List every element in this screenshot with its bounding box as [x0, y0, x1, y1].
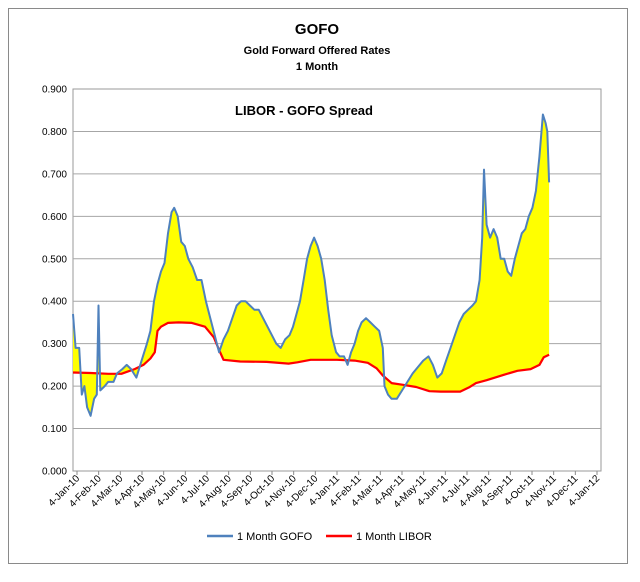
y-tick-label: 0.000 [42, 467, 67, 478]
series-line-libor [72, 321, 550, 393]
legend: 1 Month GOFO 1 Month LIBOR [207, 531, 432, 543]
spread-annotation: LIBOR - GOFO Spread [235, 103, 373, 118]
y-tick-label: 0.800 [42, 127, 67, 138]
legend-label-gofo: 1 Month GOFO [237, 531, 313, 543]
y-tick-label: 0.400 [42, 297, 67, 308]
chart-svg: GOFO Gold Forward Offered Rates 1 Month … [42, 21, 602, 543]
y-tick-label: 0.300 [42, 339, 67, 350]
y-tick-label: 0.900 [42, 85, 67, 96]
series-line-gofo [72, 113, 551, 417]
y-tick-label: 0.100 [42, 424, 67, 435]
x-axis-ticks: 4-Jan-104-Feb-104-Mar-104-Apr-104-May-10… [46, 471, 602, 511]
y-tick-label: 0.200 [42, 382, 67, 393]
spread-fill-area [73, 114, 550, 416]
chart-title: GOFO [295, 21, 339, 38]
legend-label-libor: 1 Month LIBOR [356, 531, 432, 543]
y-axis-ticks: 0.000 0.100 0.200 0.300 0.400 0.500 0.600 0.700… [42, 85, 67, 478]
y-tick-label: 0.600 [42, 212, 67, 223]
y-tick-label: 0.700 [42, 169, 67, 180]
y-tick-label: 0.500 [42, 254, 67, 265]
chart-frame: GOFO Gold Forward Offered Rates 1 Month … [8, 8, 628, 564]
chart-subtitle-1: Gold Forward Offered Rates [244, 45, 391, 57]
chart-subtitle-2: 1 Month [296, 61, 338, 73]
